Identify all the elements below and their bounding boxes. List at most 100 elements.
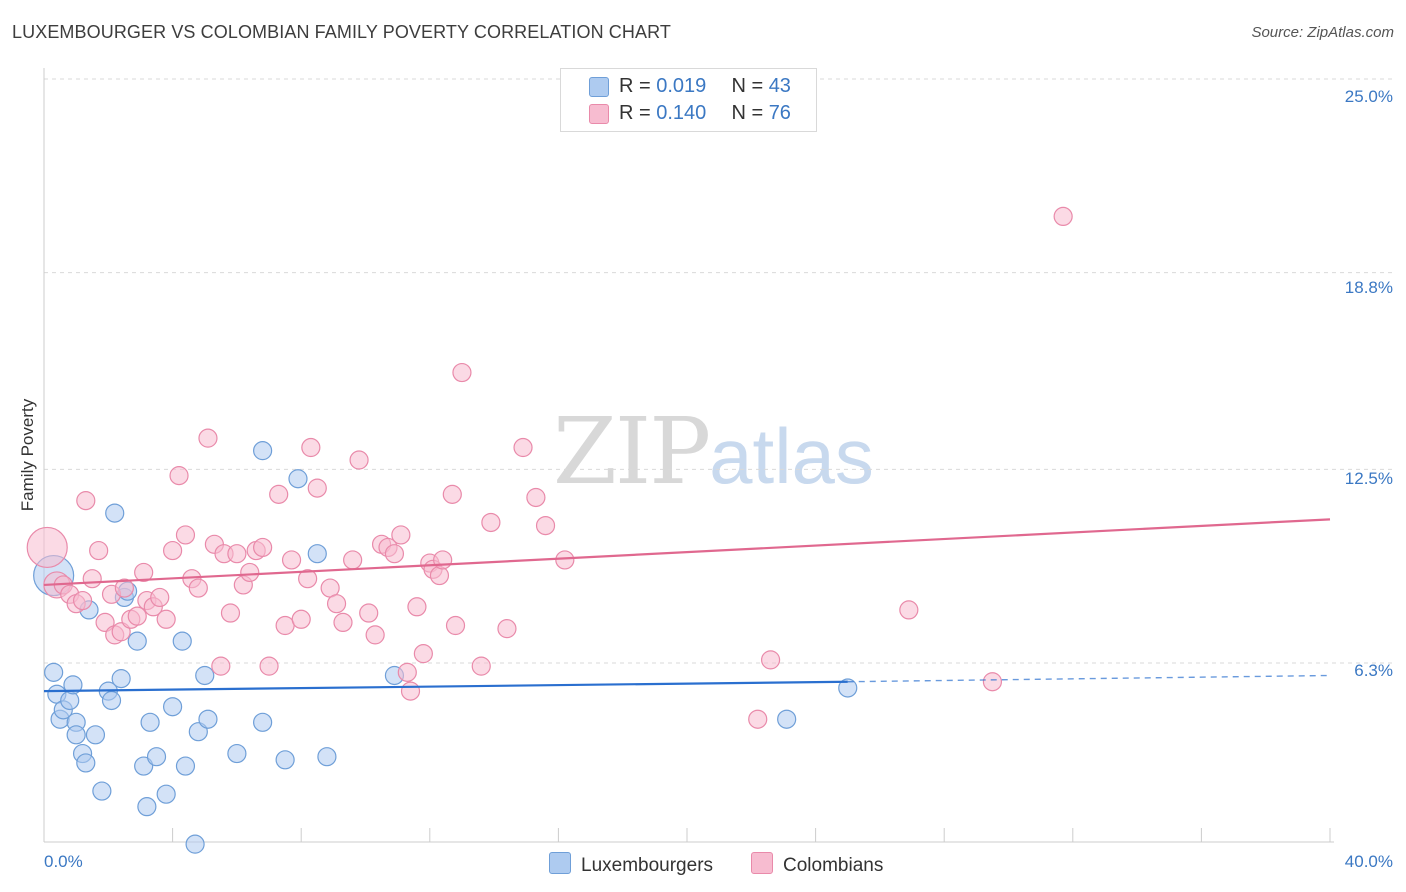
colombian-point: [156, 609, 176, 629]
colombian-point: [259, 656, 279, 676]
luxembourger-point: [63, 675, 83, 695]
colombian-point: [298, 569, 318, 589]
colombian-point: [413, 644, 433, 664]
luxembourger-point: [85, 725, 106, 745]
luxembourger-point: [92, 781, 112, 801]
watermark: ZIPatlas: [553, 398, 874, 505]
colombian-point: [535, 515, 556, 536]
luxembourger-point: [185, 834, 205, 854]
legend-row-colombians: R = 0.140 N = 76: [619, 102, 791, 126]
colombian-point: [407, 597, 427, 617]
luxembourger-trend-extension: [847, 674, 1331, 683]
colombian-point: [163, 540, 183, 561]
luxembourger-point: [172, 631, 192, 651]
colombian-point: [442, 484, 462, 504]
luxembourger-point: [44, 662, 64, 682]
colombian-point: [307, 478, 327, 498]
colombian-point: [227, 544, 247, 564]
r-label: R =: [619, 102, 657, 124]
colombian-point: [127, 606, 147, 626]
n-value: 76: [768, 102, 791, 124]
colombian-point: [240, 562, 260, 583]
luxembourger-point: [307, 544, 327, 564]
luxembourger-point: [195, 665, 215, 686]
colombian-point: [899, 600, 919, 620]
colombian-point: [445, 615, 466, 636]
colombian-point: [429, 565, 450, 586]
luxembourger-point: [134, 756, 154, 776]
luxembourger-point: [137, 797, 157, 817]
colombian-point: [333, 612, 353, 633]
luxembourger-point: [111, 669, 131, 689]
y-axis-label: Family Poverty: [18, 398, 37, 512]
legend-swatch-luxembourgers: [589, 77, 609, 97]
colombian-point: [134, 562, 154, 583]
colombian-point: [220, 603, 241, 623]
colombian-point: [269, 484, 289, 504]
luxembourger-point: [156, 784, 176, 804]
legend-item-colombians[interactable]: Colombians: [751, 852, 883, 877]
luxembourger-point: [146, 747, 167, 767]
colombian-point: [433, 550, 453, 570]
r-label: R =: [619, 75, 657, 97]
luxembourger-point: [175, 756, 196, 776]
legend-item-luxembourgers[interactable]: Luxembourgers: [549, 852, 713, 877]
colombian-point: [26, 526, 68, 569]
colombian-point: [384, 544, 405, 564]
y-tick-label: 25.0%: [1344, 87, 1393, 106]
colombian-point: [281, 550, 302, 570]
luxembourger-point: [66, 725, 86, 745]
luxembourger-point: [227, 743, 247, 764]
legend-row-luxembourgers: R = 0.019 N = 43: [619, 75, 791, 99]
colombian-point: [748, 709, 768, 729]
n-label: N =: [731, 102, 769, 124]
colombian-point: [397, 662, 417, 682]
watermark-zip: ZIP: [553, 398, 711, 505]
colombian-point: [555, 550, 575, 570]
colombian-point: [343, 550, 363, 570]
luxembourger-trend-line: [43, 680, 848, 693]
source-credit: Source: ZipAtlas.com: [1251, 24, 1394, 41]
luxembourger-point: [105, 503, 125, 523]
legend-swatch: [751, 852, 773, 874]
legend-swatch: [549, 852, 571, 874]
colombian-point: [82, 569, 102, 589]
colombian-point: [481, 512, 501, 533]
colombian-point: [400, 681, 421, 701]
colombian-point: [982, 672, 1003, 692]
colombian-point: [760, 650, 781, 670]
colombian-point: [365, 625, 385, 645]
luxembourger-point: [76, 753, 96, 773]
colombian-point: [253, 537, 273, 558]
n-label: N =: [731, 75, 769, 97]
colombian-point: [391, 525, 411, 545]
colombian-point: [359, 603, 379, 623]
r-value: 0.019: [656, 75, 707, 97]
luxembourger-point: [288, 469, 308, 489]
n-value: 43: [768, 75, 791, 97]
y-tick-label: 12.5%: [1344, 469, 1393, 488]
colombian-point: [513, 437, 533, 458]
colombian-point: [175, 525, 196, 545]
colombian-point: [526, 487, 546, 508]
legend-stats: R = 0.019 N = 43 R = 0.140 N = 76: [560, 68, 817, 132]
colombian-point: [188, 578, 208, 598]
legend-swatch-colombians: [589, 104, 609, 124]
colombian-point: [291, 609, 311, 629]
colombian-point: [326, 594, 347, 614]
luxembourger-point: [198, 709, 218, 729]
colombian-point: [169, 466, 189, 486]
colombian-point: [497, 619, 517, 639]
r-value: 0.140: [656, 102, 707, 124]
colombian-point: [471, 656, 491, 676]
luxembourger-point: [60, 690, 80, 711]
colombian-point: [301, 437, 321, 458]
colombian-point: [211, 656, 231, 676]
luxembourger-point: [127, 631, 147, 651]
luxembourger-point: [777, 709, 797, 729]
luxembourger-point: [838, 678, 858, 698]
luxembourger-point: [253, 712, 273, 732]
luxembourger-point: [253, 441, 273, 461]
chart-title: LUXEMBOURGER VS COLOMBIAN FAMILY POVERTY…: [12, 22, 671, 42]
